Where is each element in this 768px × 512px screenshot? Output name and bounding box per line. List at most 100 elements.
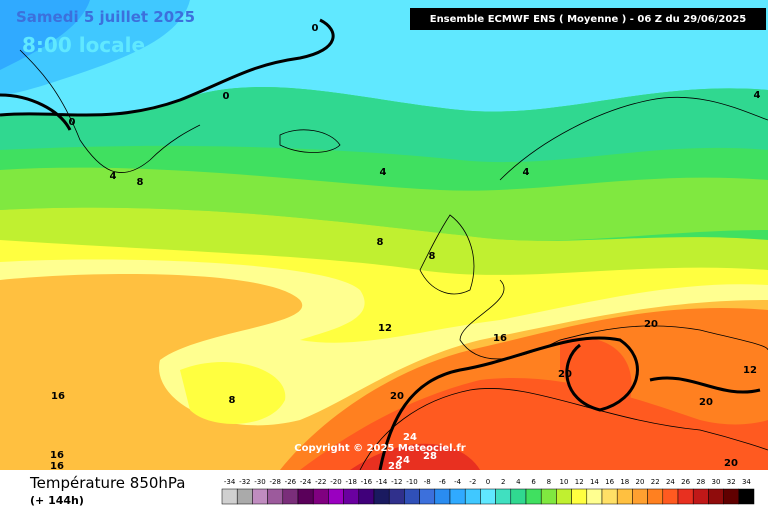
contour-label: 20 [558, 369, 572, 380]
scale-tick-label: 22 [651, 478, 660, 486]
scale-swatch [632, 488, 648, 505]
contour-label: 20 [390, 391, 404, 402]
forecast-date: Samedi 5 juillet 2025 [16, 8, 195, 26]
scale-swatch [221, 488, 238, 505]
scale-swatch [677, 488, 694, 505]
contour-label: 8 [229, 395, 236, 406]
contour-label: 4 [754, 90, 761, 101]
scale-swatch [601, 488, 618, 505]
scale-swatch [540, 488, 557, 505]
legend-title: Température 850hPa [29, 474, 186, 492]
scale-swatch [495, 488, 512, 505]
scale-tick-label: -24 [300, 478, 312, 486]
contour-label: 20 [644, 319, 658, 330]
contour-label: 16 [50, 450, 64, 461]
scale-swatch [723, 488, 740, 505]
field-mild [0, 167, 768, 241]
scale-swatch [449, 488, 466, 505]
field-med [560, 337, 632, 404]
scale-swatch [571, 488, 588, 505]
scale-tick-label: -20 [330, 478, 341, 486]
scale-tick-label: 6 [531, 478, 536, 486]
scale-swatch [312, 488, 329, 505]
contour-label: 0 [69, 117, 76, 128]
scale-swatch [692, 488, 709, 505]
scale-tick-label: -30 [254, 478, 265, 486]
contour-20 [378, 336, 761, 471]
scale-tick-label: 24 [666, 478, 675, 486]
contour-label: 12 [743, 365, 757, 376]
scale-swatch [297, 488, 314, 505]
scale-swatch [404, 488, 420, 505]
contour-label: 16 [493, 333, 507, 344]
coastlines [19, 49, 768, 471]
contour-label: 20 [699, 397, 713, 408]
scale-swatch [434, 488, 451, 505]
scale-swatch [388, 488, 405, 505]
scale-tick-label: 30 [712, 478, 721, 486]
forecast-time: 8:00 locale [22, 33, 145, 57]
scale-tick-label: -18 [345, 478, 356, 486]
scale-tick-label: -4 [454, 478, 462, 486]
scale-tick-label: -22 [315, 478, 326, 486]
contour-label: 4 [380, 167, 387, 178]
scale-swatch [662, 488, 679, 505]
contour-label: 16 [51, 391, 65, 402]
scale-swatch [616, 488, 633, 505]
scale-tick-label: 0 [486, 478, 490, 486]
scale-swatch [282, 488, 299, 505]
scale-swatch [328, 488, 344, 505]
contours [0, 18, 761, 471]
scale-tick-label: 28 [696, 478, 705, 486]
scale-swatch [708, 488, 724, 505]
scale-swatch [738, 488, 755, 505]
scale-tick-label: 2 [501, 478, 505, 486]
scale-swatch [586, 488, 603, 505]
scale-tick-label: 10 [560, 478, 569, 486]
coast-greenland [19, 49, 201, 174]
contour-label: 24 [396, 455, 410, 466]
scale-swatch [525, 488, 542, 505]
field-azores [180, 361, 286, 424]
scale-tick-label: 4 [516, 478, 521, 486]
coast-europe [459, 96, 768, 360]
contour-label: 28 [423, 451, 437, 462]
scale-swatch [647, 488, 664, 505]
contour-label: 8 [137, 177, 144, 188]
contour-label: 0 [223, 91, 230, 102]
scale-swatch [252, 488, 268, 505]
contour-label: 16 [50, 461, 64, 472]
scale-swatch [464, 488, 481, 505]
scale-tick-label: 14 [590, 478, 599, 486]
contour-label: 4 [110, 171, 117, 182]
scale-swatch [373, 488, 390, 505]
contour-label: 8 [377, 237, 384, 248]
scale-swatch [236, 488, 253, 505]
scale-swatch [510, 488, 527, 505]
scale-swatch [480, 488, 496, 505]
contour-label: 0 [312, 23, 319, 34]
coast-africa [359, 388, 768, 471]
scale-tick-label: -16 [361, 478, 373, 486]
scale-tick-label: -10 [406, 478, 417, 486]
contour-label: 24 [403, 432, 417, 443]
scale-tick-label: -2 [469, 478, 476, 486]
scale-tick-label: -12 [391, 478, 402, 486]
coast-uk [419, 214, 475, 295]
scale-swatch [343, 488, 360, 505]
contour-label: 28 [388, 461, 402, 472]
scale-tick-label: 20 [636, 478, 645, 486]
contour-0 [0, 18, 335, 131]
field-cool [0, 87, 768, 163]
scale-tick-label: -34 [224, 478, 236, 486]
scale-tick-label: 12 [575, 478, 584, 486]
scale-tick-label: -32 [239, 478, 250, 486]
scale-tick-label: -28 [269, 478, 280, 486]
contour-label: 8 [429, 251, 436, 262]
scale-tick-label: 32 [727, 478, 736, 486]
contour-label: 12 [378, 323, 392, 334]
scale-tick-label: -8 [424, 478, 431, 486]
coast-iceland [279, 129, 341, 153]
